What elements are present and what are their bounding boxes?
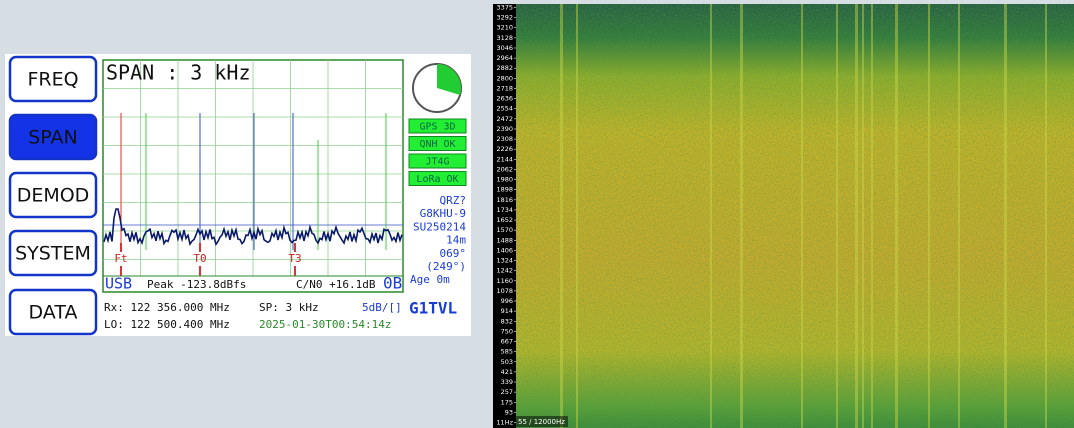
frequency-label: 503: [501, 358, 513, 366]
frequency-label: 1570: [496, 226, 513, 234]
signal-trace: [1004, 4, 1007, 428]
frequency-label: 1652: [496, 216, 513, 224]
screen: FREQSPANDEMODSYSTEMDATA SPAN : 3 kHz Ft …: [0, 0, 1074, 428]
mode: USB: [105, 275, 132, 293]
frequency-label: 2062: [496, 165, 513, 173]
frequency-label: 996: [501, 297, 513, 305]
menu-button-label: DEMOD: [17, 185, 90, 207]
frequency-label: 2636: [496, 95, 513, 103]
frequency-label: 1078: [496, 287, 513, 295]
menu-button-label: FREQ: [27, 69, 78, 91]
frequency-label: 1898: [496, 186, 513, 194]
scale-setting: 5dB/[]: [362, 301, 402, 314]
frequency-label: 1324: [496, 257, 513, 265]
frequency-label: 2554: [496, 105, 513, 113]
frequency-label: 832: [501, 317, 513, 325]
signal-trace: [855, 4, 858, 428]
frequency-label: 2308: [496, 135, 513, 143]
frequency-label: 2718: [496, 84, 513, 92]
waterfall-caption: 55 / 12000Hz: [518, 418, 565, 426]
info-text: SU250214: [413, 220, 466, 233]
frequency-label: 2800: [496, 74, 513, 82]
timestamp: 2025-01-30T00:54:14z: [259, 318, 391, 331]
frequency-label: 2390: [496, 125, 513, 133]
info-text: 069°: [440, 247, 467, 260]
menu-button-label: SPAN: [28, 127, 78, 149]
waterfall-noise: [516, 4, 1074, 428]
frequency-label: 339: [501, 378, 513, 386]
signal-trace: [895, 4, 898, 428]
signal-trace: [560, 4, 563, 428]
frequency-label: 585: [501, 348, 513, 356]
info-text: (249°): [426, 260, 466, 273]
status-text: LoRa OK: [416, 174, 458, 185]
frequency-label: 1160: [496, 277, 513, 285]
signal-trace: [1045, 4, 1047, 428]
signal-trace: [740, 4, 743, 428]
frequency-label: 1734: [496, 206, 513, 214]
frequency-label: 2226: [496, 145, 513, 153]
callsign: G1TVL: [409, 299, 457, 318]
info-text: QRZ?: [440, 194, 467, 207]
frequency-label: 750: [501, 327, 513, 335]
status-text: GPS 3D: [419, 122, 455, 133]
button-column: FREQ SPAN DEMOD SYSTEM DATA: [10, 57, 96, 334]
peak: Peak -123.8dBfs: [147, 278, 246, 291]
menu-button-label: SYSTEM: [15, 243, 91, 265]
signal-trace: [862, 4, 864, 428]
signal-trace: [871, 4, 873, 428]
frequency-label: 3128: [496, 34, 513, 42]
span-setting: SP: 3 kHz: [259, 301, 319, 314]
frequency-label: 1980: [496, 176, 513, 184]
frequency-label: 2472: [496, 115, 513, 123]
signal-trace: [958, 4, 960, 428]
status-text: QNH OK: [419, 139, 455, 150]
info-text: G8KHU-9: [420, 207, 466, 220]
frequency-label: 93: [505, 408, 513, 416]
signal-trace: [576, 4, 578, 428]
signal-trace: [801, 4, 803, 428]
badge: 0B: [383, 274, 402, 293]
lo-frequency: LO: 122 500.400 MHz: [104, 318, 230, 331]
frequency-label: 1488: [496, 236, 513, 244]
frequency-label: 2964: [496, 54, 513, 62]
marker-label: T0: [193, 252, 206, 265]
info-text: 14m: [446, 234, 466, 247]
frequency-label: 11Hz: [496, 419, 513, 427]
signal-trace: [928, 4, 930, 428]
page: {"buttons": ["FREQ", "SPAN", "DEMOD", "S…: [0, 0, 1074, 428]
menu-button-label: DATA: [29, 302, 78, 324]
span-title: SPAN : 3 kHz: [106, 61, 251, 85]
frequency-label: 1406: [496, 246, 513, 254]
frequency-label: 2144: [496, 155, 513, 163]
frequency-label: 3046: [496, 44, 513, 52]
frequency-label: 257: [501, 388, 513, 396]
frequency-label: 175: [501, 398, 513, 406]
frequency-label: 1242: [496, 267, 513, 275]
frequency-label: 3375: [496, 4, 513, 12]
marker-label: Ft: [114, 252, 127, 265]
frequency-label: 914: [501, 307, 513, 315]
info-text: Age 0m: [410, 273, 450, 286]
frequency-label: 3292: [496, 14, 513, 22]
status-text: JT4G: [425, 157, 449, 168]
frequency-label: 421: [501, 368, 513, 376]
frequency-label: 3210: [496, 24, 513, 32]
signal-trace: [710, 4, 712, 428]
cn0: C/N0 +16.1dB: [296, 278, 376, 291]
frequency-label: 2882: [496, 64, 513, 72]
marker-label: T3: [288, 252, 301, 265]
frequency-label: 667: [501, 338, 513, 346]
frequency-label: 1816: [496, 196, 513, 204]
rx-frequency: Rx: 122 356.000 MHz: [104, 301, 230, 314]
signal-trace: [836, 4, 838, 428]
